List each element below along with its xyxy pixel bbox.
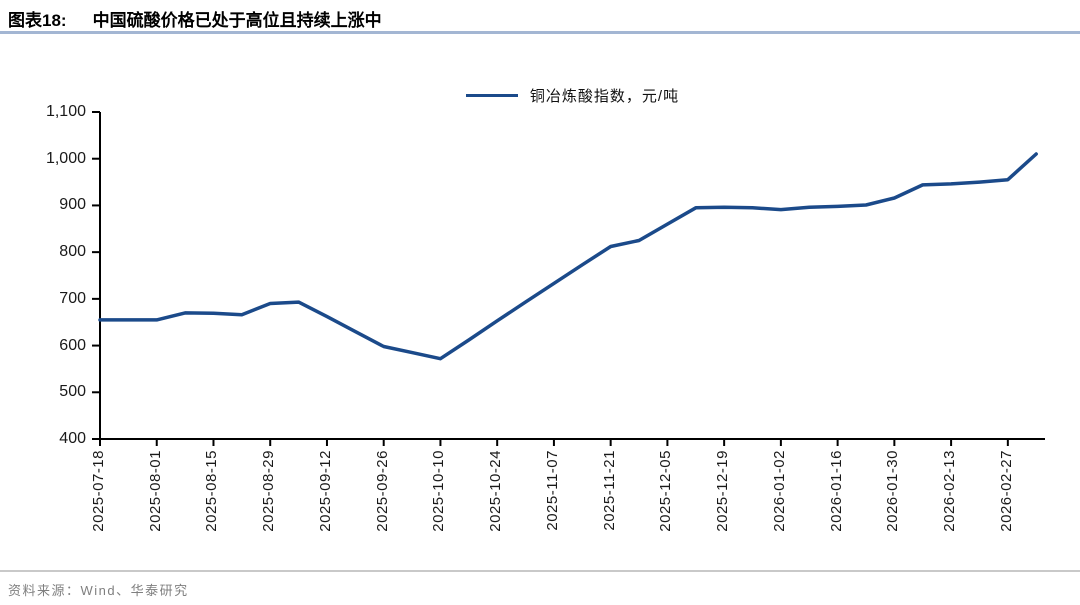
y-axis-label: 1,100 — [45, 103, 86, 120]
chart-title-number: 图表18: — [8, 11, 67, 30]
source-note: 资料来源：Wind、华泰研究 — [8, 583, 189, 598]
title-divider — [0, 31, 1080, 34]
source-divider — [0, 570, 1080, 572]
y-axis-label: 1,000 — [45, 149, 86, 167]
axes — [99, 112, 1045, 440]
y-axis-label: 400 — [59, 430, 86, 447]
chart-title: 图表18: 中国硫酸价格已处于高位且持续上涨中 — [8, 6, 1072, 31]
price-line-series — [98, 152, 1038, 361]
legend: 铜冶炼酸指数，元/吨 — [100, 85, 1045, 106]
legend-label: 铜冶炼酸指数，元/吨 — [529, 88, 680, 105]
y-axis-label: 500 — [59, 383, 86, 401]
chart-title-text: 中国硫酸价格已处于高位且持续上涨中 — [92, 11, 382, 30]
legend-line-swatch — [465, 94, 518, 97]
y-axis-label: 700 — [59, 289, 86, 307]
y-axis-label: 600 — [59, 336, 86, 354]
y-axis-label: 900 — [59, 196, 86, 214]
y-axis-label: 800 — [59, 243, 86, 261]
